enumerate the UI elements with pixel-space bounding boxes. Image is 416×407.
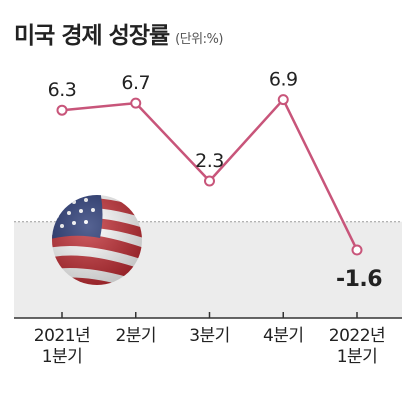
x-tick-label: 2분기 [115,326,157,346]
data-point [351,244,363,256]
x-tick-label: 2022년 1분기 [328,326,386,367]
x-tick-label: 3분기 [189,326,230,346]
data-label: -1.6 [336,267,382,292]
chart-title-text: 미국 경제 성장률 [14,23,170,49]
data-point [130,97,142,109]
data-point [56,104,68,116]
data-label: 2.3 [195,150,224,172]
data-point [277,94,289,106]
x-tick-label: 2021년 1분기 [33,326,91,367]
chart-title: 미국 경제 성장률 (단위:%) [14,16,223,50]
chart-unit: (단위:%) [175,32,223,47]
x-tick-label: 4분기 [262,326,304,346]
data-label: 6.7 [121,72,150,94]
data-label: 6.9 [269,69,298,91]
data-point [204,175,215,187]
data-label: 6.3 [48,79,77,101]
